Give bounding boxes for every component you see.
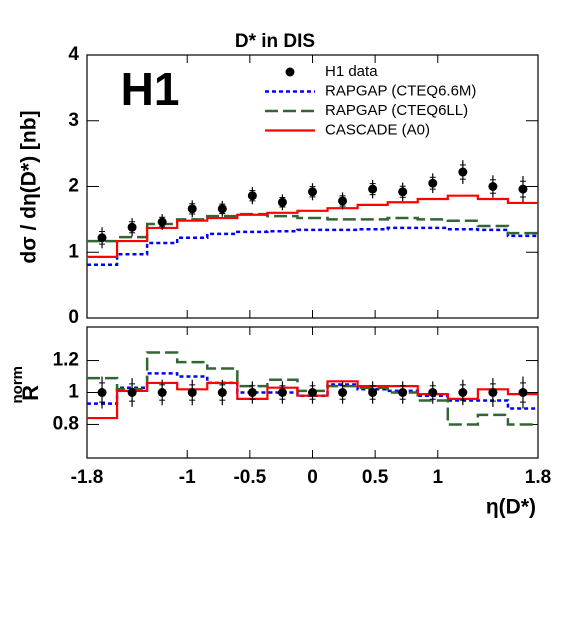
- x-axis-label: η(D*): [486, 496, 536, 519]
- y-tick-label: 2: [68, 176, 79, 197]
- data-point: [127, 388, 137, 397]
- model-step: [87, 380, 538, 420]
- data-point: [368, 388, 378, 397]
- chart-title: D* in DIS: [235, 31, 315, 52]
- y-axis-label: R: [18, 385, 43, 401]
- model-step: [87, 194, 538, 258]
- data-point: [458, 167, 468, 177]
- data-point: [157, 388, 167, 397]
- data-point: [157, 217, 167, 227]
- model-step: [87, 226, 538, 266]
- data-point: [488, 182, 498, 191]
- x-tick-label: -0.5: [233, 467, 266, 488]
- model-step: [87, 212, 538, 243]
- data-point: [217, 204, 227, 214]
- model-step: [87, 372, 538, 410]
- y-tick-label: 1.2: [53, 350, 79, 371]
- data-point: [368, 184, 378, 194]
- data-point: [97, 233, 107, 243]
- x-tick-label: -1: [179, 467, 196, 488]
- legend-label: CASCADE (A0): [325, 121, 430, 138]
- data-point: [398, 388, 408, 397]
- data-point: [127, 222, 137, 232]
- legend-label: RAPGAP (CTEQ6LL): [325, 102, 468, 119]
- data-point: [428, 178, 438, 188]
- x-tick-label: 0: [307, 467, 318, 488]
- data-point: [518, 184, 528, 194]
- data-point: [277, 388, 287, 397]
- y-tick-label: 1: [68, 382, 79, 403]
- h1-logo: H1: [121, 63, 180, 115]
- legend-label: H1 data: [325, 63, 378, 80]
- data-point: [308, 388, 317, 397]
- x-tick-label: 0.5: [362, 467, 389, 488]
- data-point: [308, 187, 317, 197]
- data-point: [488, 388, 498, 397]
- y-tick-label: 0: [68, 307, 79, 328]
- y-tick-label: 1: [68, 241, 79, 262]
- data-point: [247, 191, 257, 201]
- legend-marker: [285, 67, 295, 77]
- x-tick-label: 1.8: [525, 467, 551, 488]
- data-point: [187, 388, 197, 397]
- data-point: [277, 197, 287, 207]
- data-point: [338, 388, 348, 397]
- data-point: [187, 204, 197, 214]
- legend-label: RAPGAP (CTEQ6.6M): [325, 82, 476, 99]
- y-axis-label: dσ / dη(D*) [nb]: [18, 110, 41, 263]
- data-point: [518, 388, 528, 397]
- data-point: [338, 196, 348, 206]
- data-point: [398, 187, 408, 197]
- y-tick-label: 4: [68, 44, 79, 65]
- x-tick-label: 1: [432, 467, 443, 488]
- y-axis-label-sup: norm: [9, 366, 26, 404]
- x-tick-label: -1.8: [71, 467, 104, 488]
- data-point: [217, 388, 227, 397]
- y-tick-label: 3: [68, 110, 79, 131]
- data-point: [428, 388, 438, 397]
- data-point: [97, 388, 107, 397]
- y-tick-label: 0.8: [53, 413, 79, 434]
- data-point: [458, 388, 468, 397]
- data-point: [247, 388, 257, 397]
